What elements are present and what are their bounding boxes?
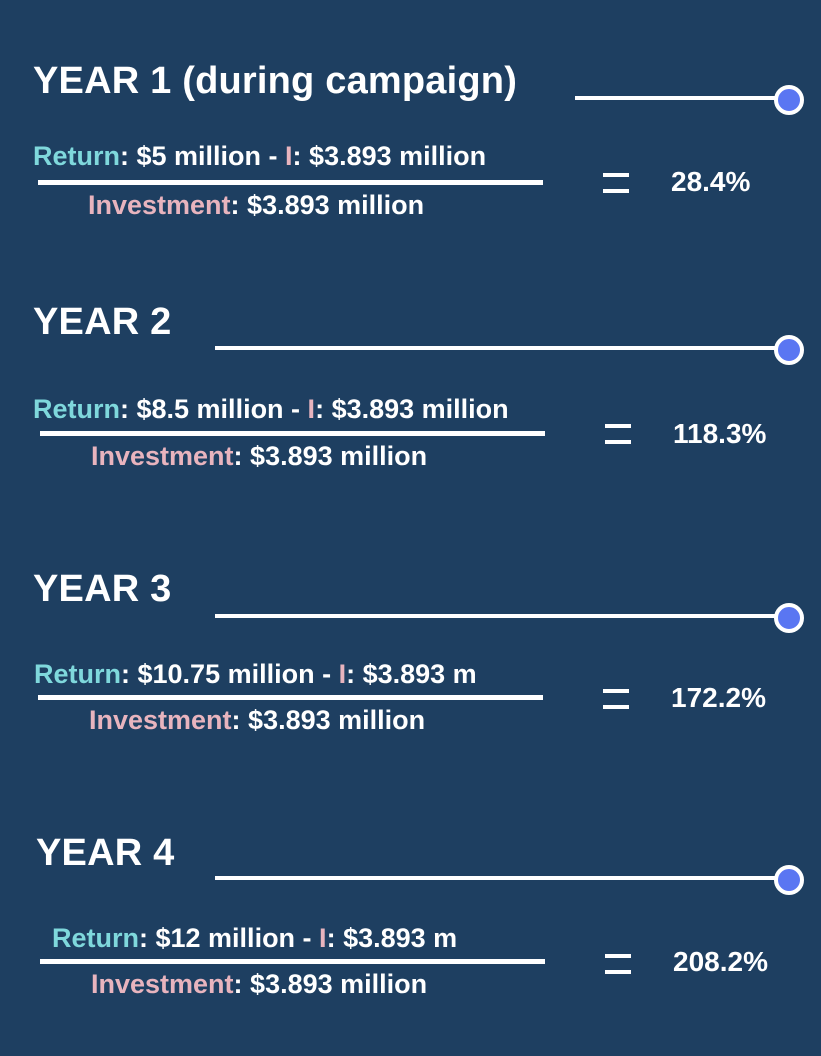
colon: : (121, 659, 130, 689)
investment-value: $3.893 million (239, 190, 425, 220)
year-2-section: YEAR 2 Return: $8.5 million - I: $3.893 … (0, 250, 821, 470)
return-value: $5 million - (129, 141, 286, 171)
timeline-slider-track[interactable] (215, 876, 785, 880)
timeline-slider-track[interactable] (215, 346, 785, 350)
roi-numerator: Return: $8.5 million - I: $3.893 million (33, 396, 509, 423)
roi-result: 208.2% (673, 946, 768, 977)
i-value: $3.893 million (324, 394, 509, 424)
investment-value: $3.893 million (242, 969, 428, 999)
roi-numerator: Return: $5 million - I: $3.893 million (33, 143, 486, 170)
equals-sign (603, 689, 629, 709)
fraction-bar (38, 180, 543, 185)
year-title: YEAR 1 (during campaign) (33, 60, 518, 102)
timeline-slider-knob[interactable] (774, 603, 804, 633)
roi-denominator: Investment: $3.893 million (91, 971, 427, 998)
timeline-slider-knob[interactable] (774, 85, 804, 115)
roi-denominator: Investment: $3.893 million (89, 707, 425, 734)
year-title: YEAR 4 (36, 832, 175, 874)
colon: : (326, 923, 336, 953)
year-3-section: YEAR 3 Return: $10.75 million - I: $3.89… (0, 518, 821, 734)
equals-sign (603, 173, 629, 193)
fraction-bar (40, 959, 545, 964)
colon: : (231, 705, 241, 735)
i-value: $3.893 million (301, 141, 487, 171)
timeline-slider-track[interactable] (215, 614, 785, 618)
return-value: $12 million - (148, 923, 320, 953)
colon: : (292, 141, 302, 171)
timeline-slider-knob[interactable] (774, 335, 804, 365)
return-label: Return (33, 394, 120, 424)
roi-result: 118.3% (673, 418, 767, 449)
colon: : (346, 659, 356, 689)
roi-denominator: Investment: $3.893 million (88, 192, 424, 219)
investment-value: $3.893 million (240, 705, 426, 735)
i-label: I (307, 394, 316, 424)
year-title: YEAR 2 (33, 301, 172, 343)
investment-label: Investment (89, 705, 232, 735)
investment-label: Investment (88, 190, 231, 220)
roi-result: 172.2% (671, 682, 766, 713)
timeline-slider-track[interactable] (575, 96, 785, 100)
return-label: Return (52, 923, 139, 953)
return-value: $8.5 million - (129, 394, 308, 424)
colon: : (233, 969, 243, 999)
equals-sign (605, 954, 631, 974)
colon: : (230, 190, 240, 220)
year-4-section: YEAR 4 Return: $12 million - I: $3.893 m… (0, 782, 821, 998)
i-value: $3.893 m (335, 923, 458, 953)
investment-label: Investment (91, 969, 234, 999)
year-title: YEAR 3 (33, 568, 172, 610)
colon: : (315, 394, 325, 424)
fraction-bar (40, 431, 545, 436)
roi-denominator: Investment: $3.893 million (91, 443, 427, 470)
return-label: Return (33, 141, 120, 171)
roi-numerator: Return: $12 million - I: $3.893 m (52, 925, 457, 952)
colon: : (139, 923, 148, 953)
timeline-slider-knob[interactable] (774, 865, 804, 895)
colon: : (120, 394, 129, 424)
roi-result: 28.4% (671, 166, 751, 197)
colon: : (120, 141, 129, 171)
i-label: I (285, 141, 293, 171)
equals-sign (605, 424, 631, 444)
fraction-bar (38, 695, 543, 700)
i-value: $3.893 m (355, 659, 477, 689)
roi-numerator: Return: $10.75 million - I: $3.893 m (34, 661, 477, 688)
colon: : (233, 441, 243, 471)
return-label: Return (34, 659, 121, 689)
year-1-section: YEAR 1 (during campaign) Return: $5 mill… (0, 0, 821, 219)
investment-label: Investment (91, 441, 234, 471)
i-label: I (338, 659, 347, 689)
return-value: $10.75 million - (130, 659, 339, 689)
i-label: I (319, 923, 327, 953)
investment-value: $3.893 million (242, 441, 428, 471)
